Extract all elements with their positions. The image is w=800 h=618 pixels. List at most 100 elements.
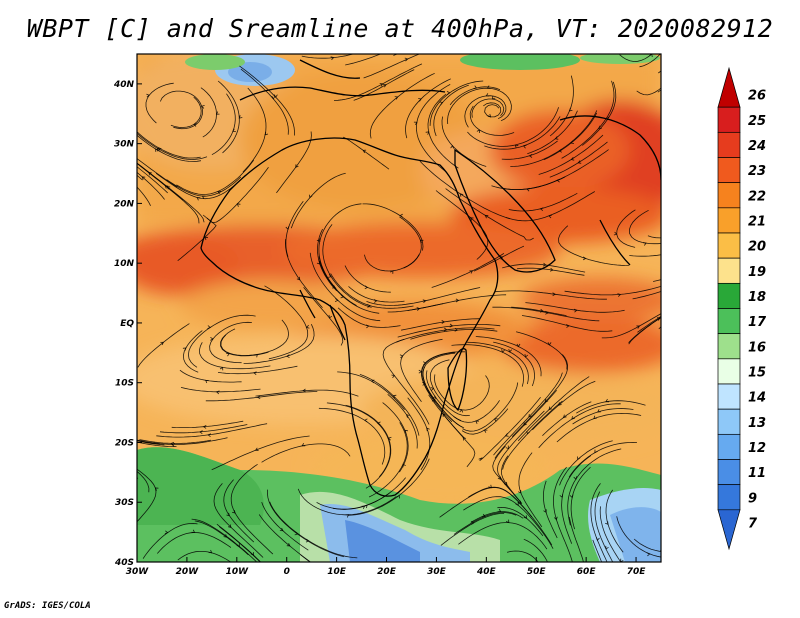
streamline-arrow	[441, 320, 446, 324]
colorbar-swatch	[717, 308, 741, 335]
streamline-arrow	[394, 96, 399, 100]
streamline-arrow	[449, 323, 454, 328]
streamline	[496, 410, 545, 490]
streamline-arrow	[382, 84, 387, 88]
streamline	[397, 324, 501, 338]
streamline	[393, 54, 399, 56]
streamline	[639, 54, 661, 68]
streamline	[137, 323, 190, 368]
streamline-arrow	[406, 414, 410, 418]
streamline	[217, 365, 298, 375]
streamline-arrow	[201, 195, 206, 199]
streamline-arrow	[505, 445, 510, 450]
streamline	[532, 380, 596, 431]
streamline-arrow	[558, 148, 562, 153]
streamline-arrow	[484, 214, 489, 219]
streamline	[200, 87, 217, 138]
streamline	[657, 89, 661, 93]
streamline	[542, 480, 558, 539]
y-tick-label: 10S	[115, 379, 134, 389]
streamline-arrow	[93, 444, 96, 447]
streamline	[261, 443, 351, 463]
streamline	[449, 86, 501, 106]
colorbar-label: 17	[748, 315, 767, 330]
streamline-arrow	[503, 481, 508, 486]
streamline-arrow	[545, 310, 549, 315]
streamline-arrow	[148, 172, 152, 176]
streamline-arrow	[191, 529, 196, 533]
streamline	[505, 191, 596, 222]
streamline-arrow	[528, 154, 533, 158]
streamline-arrow	[141, 176, 146, 180]
streamline-arrow	[505, 519, 510, 524]
colorbar-swatch	[717, 207, 741, 234]
streamline-arrow	[462, 436, 467, 441]
streamline	[137, 468, 157, 522]
streamline	[387, 394, 418, 449]
streamline	[211, 435, 310, 471]
streamline	[139, 439, 211, 444]
x-tick-label: 70E	[627, 567, 647, 577]
streamline	[475, 336, 542, 377]
streamline-arrow	[128, 152, 131, 155]
streamline-arrow	[497, 476, 502, 480]
colorbar-label: 19	[748, 265, 766, 280]
streamline	[142, 522, 198, 559]
streamline	[429, 359, 470, 417]
streamline-arrow	[215, 390, 220, 395]
colorbar-label: 14	[748, 391, 766, 406]
streamline-arrow	[548, 214, 552, 219]
streamline-arrow	[113, 433, 116, 436]
streamline	[508, 192, 578, 212]
streamline-arrow	[264, 131, 269, 136]
streamline-arrow	[119, 170, 122, 173]
streamline	[217, 80, 240, 154]
streamline-arrow	[528, 413, 532, 418]
streamline	[255, 389, 359, 397]
colorbar-label: 9	[748, 491, 757, 506]
streamline-arrow	[170, 442, 175, 446]
streamline	[318, 256, 357, 306]
streamline-arrow	[118, 160, 121, 163]
streamline	[137, 131, 201, 159]
streamline-arrow	[605, 398, 610, 403]
streamline-arrow	[439, 101, 444, 106]
streamline	[213, 483, 264, 558]
streamline-arrow	[455, 298, 460, 303]
streamline	[599, 506, 622, 562]
streamline	[478, 397, 541, 462]
streamline	[538, 403, 621, 449]
y-tick-label: 30S	[115, 498, 134, 508]
colorbar-swatch	[717, 157, 741, 184]
streamline	[467, 341, 529, 385]
streamline	[473, 245, 525, 272]
streamline	[243, 323, 315, 364]
streamline-arrow	[594, 449, 598, 454]
streamline-arrow	[263, 564, 266, 567]
streamline	[636, 87, 661, 96]
streamline-arrow	[425, 131, 430, 135]
streamline	[582, 81, 617, 146]
streamline	[435, 190, 489, 260]
streamline-arrow	[476, 129, 480, 133]
streamline-arrow	[568, 107, 573, 112]
streamline-arrow	[497, 508, 502, 512]
streamline-arrow	[131, 162, 134, 165]
streamline	[202, 167, 269, 224]
streamline	[441, 116, 487, 167]
streamline	[468, 486, 553, 546]
streamline	[205, 391, 318, 402]
streamline-arrow	[492, 95, 496, 100]
streamline-arrow	[199, 430, 203, 435]
streamline-arrow	[508, 348, 512, 353]
y-tick-label: 20S	[115, 438, 134, 448]
streamline-arrow	[554, 136, 559, 140]
streamline-arrow	[365, 324, 370, 329]
streamline-arrow	[205, 379, 209, 384]
streamline-arrow	[542, 262, 547, 267]
streamline	[458, 522, 548, 550]
streamline	[223, 479, 255, 543]
streamline-arrow	[202, 424, 207, 429]
streamline	[632, 291, 661, 300]
streamline	[182, 330, 203, 373]
